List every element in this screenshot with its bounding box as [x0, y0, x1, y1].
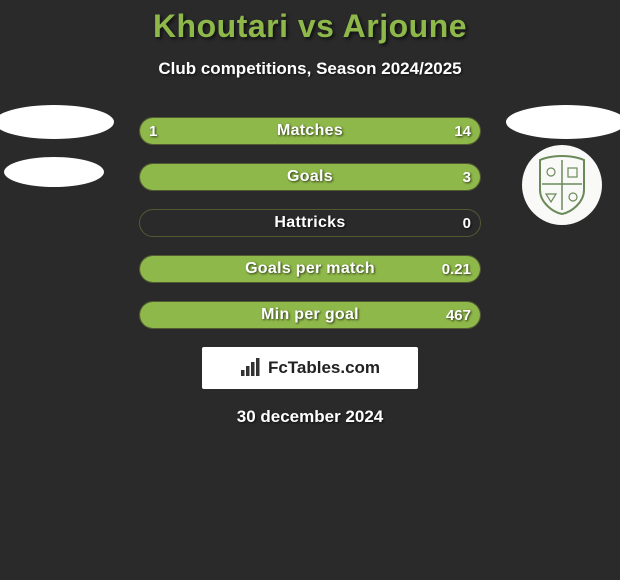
stat-bar-right-value: 0 [463, 209, 471, 237]
subtitle: Club competitions, Season 2024/2025 [0, 59, 620, 79]
bar-chart-icon [240, 358, 262, 378]
stat-bar-label: Hattricks [139, 209, 481, 237]
page-title: Khoutari vs Arjoune [0, 8, 620, 45]
comparison-infographic: Khoutari vs Arjoune Club competitions, S… [0, 0, 620, 427]
stat-bar-row: Goals per match0.21 [139, 255, 481, 283]
watermark-badge: FcTables.com [202, 347, 418, 389]
watermark-text: FcTables.com [268, 358, 380, 378]
date-text: 30 december 2024 [0, 407, 620, 427]
stat-bar-label: Goals per match [139, 255, 481, 283]
stat-bar-right-value: 467 [446, 301, 471, 329]
stat-bars: Matches1 14 Goals3 Hattricks0 Goals per matc… [139, 117, 481, 329]
stat-bar-label: Goals [139, 163, 481, 191]
stat-bar-label: Min per goal [139, 301, 481, 329]
stat-bar-label: Matches [139, 117, 481, 145]
stat-bar-right-value: 3 [463, 163, 471, 191]
stat-bar-row: Hattricks0 [139, 209, 481, 237]
stat-bar-left-value: 1 [149, 117, 157, 145]
stats-area: Matches1 14 Goals3 Hattricks0 Goals per matc… [0, 117, 620, 329]
stat-bar-row: Goals3 [139, 163, 481, 191]
stat-bar-row: Min per goal467 [139, 301, 481, 329]
stat-bar-right-value: 14 [454, 117, 471, 145]
stat-bar-right-value: 0.21 [442, 255, 471, 283]
stat-bar-row: Matches1 14 [139, 117, 481, 145]
